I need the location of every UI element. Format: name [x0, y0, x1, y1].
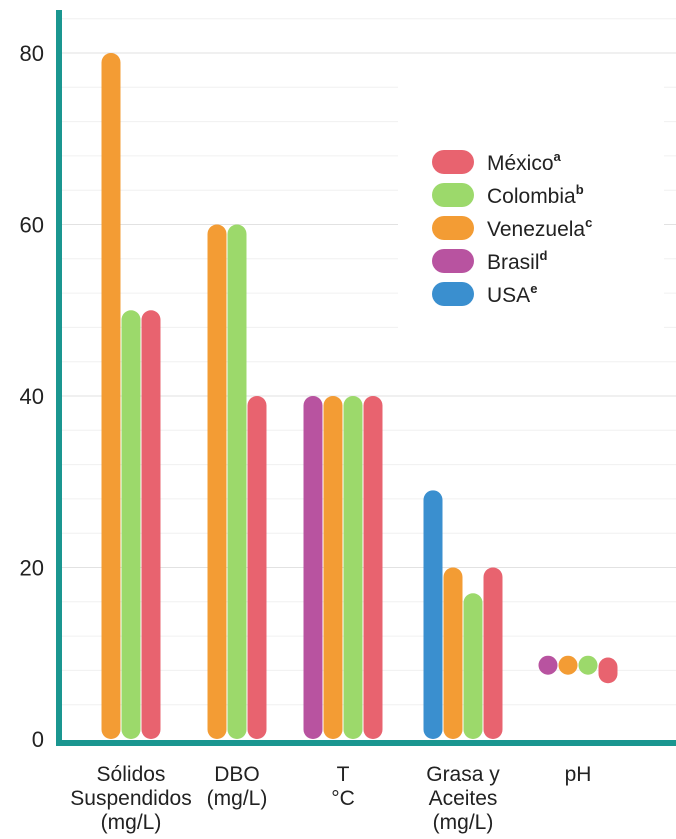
bar-mexico	[598, 657, 618, 684]
y-tick-label: 60	[20, 213, 44, 238]
bar-mexico	[483, 567, 503, 739]
bar-usa	[423, 490, 443, 739]
x-category-label: pH	[565, 763, 592, 786]
bar-brasil	[538, 655, 558, 675]
bar-mexico	[141, 310, 161, 739]
y-tick-labels: 0 20 40 60 80	[20, 41, 44, 752]
bar-brasil	[303, 396, 323, 739]
legend-swatch-usa	[432, 282, 474, 306]
legend-label-mexico: Méxicoa	[487, 149, 562, 175]
bar-mexico	[247, 396, 267, 739]
legend: Méxicoa Colombiab Venezuelac Brasild USAe	[432, 149, 592, 307]
legend-label-venezuela: Venezuelac	[487, 215, 592, 241]
legend-label-colombia: Colombiab	[487, 182, 584, 208]
bar-colombia	[463, 593, 483, 739]
x-category-label: DBO (mg/L)	[207, 763, 268, 810]
legend-swatch-brasil	[432, 249, 474, 273]
bar-venezuela	[558, 655, 578, 675]
bar-venezuela	[323, 396, 343, 739]
bar-colombia	[121, 310, 141, 739]
y-tick-label: 0	[32, 727, 44, 752]
bar-venezuela	[207, 224, 227, 739]
legend-swatch-colombia	[432, 183, 474, 207]
x-category-label: Sólidos Suspendidos (mg/L)	[70, 763, 191, 834]
x-category-labels: Sólidos Suspendidos (mg/L) DBO (mg/L) T °C Gras…	[70, 763, 591, 834]
y-tick-label: 20	[20, 556, 44, 581]
legend-label-brasil: Brasild	[487, 248, 548, 274]
bar-mexico	[363, 396, 383, 739]
legend-swatch-mexico	[432, 150, 474, 174]
y-tick-label: 40	[20, 384, 44, 409]
legend-swatch-venezuela	[432, 216, 474, 240]
bar-venezuela	[443, 567, 463, 739]
bar-venezuela	[101, 53, 121, 739]
x-category-label: T °C	[331, 763, 355, 810]
bars	[101, 53, 618, 739]
bar-colombia	[227, 224, 247, 739]
x-category-label: Grasa y Aceites (mg/L)	[426, 763, 500, 834]
bar-colombia	[343, 396, 363, 739]
bar-colombia	[578, 655, 598, 675]
legend-label-usa: USAe	[487, 281, 537, 307]
y-tick-label: 80	[20, 41, 44, 66]
